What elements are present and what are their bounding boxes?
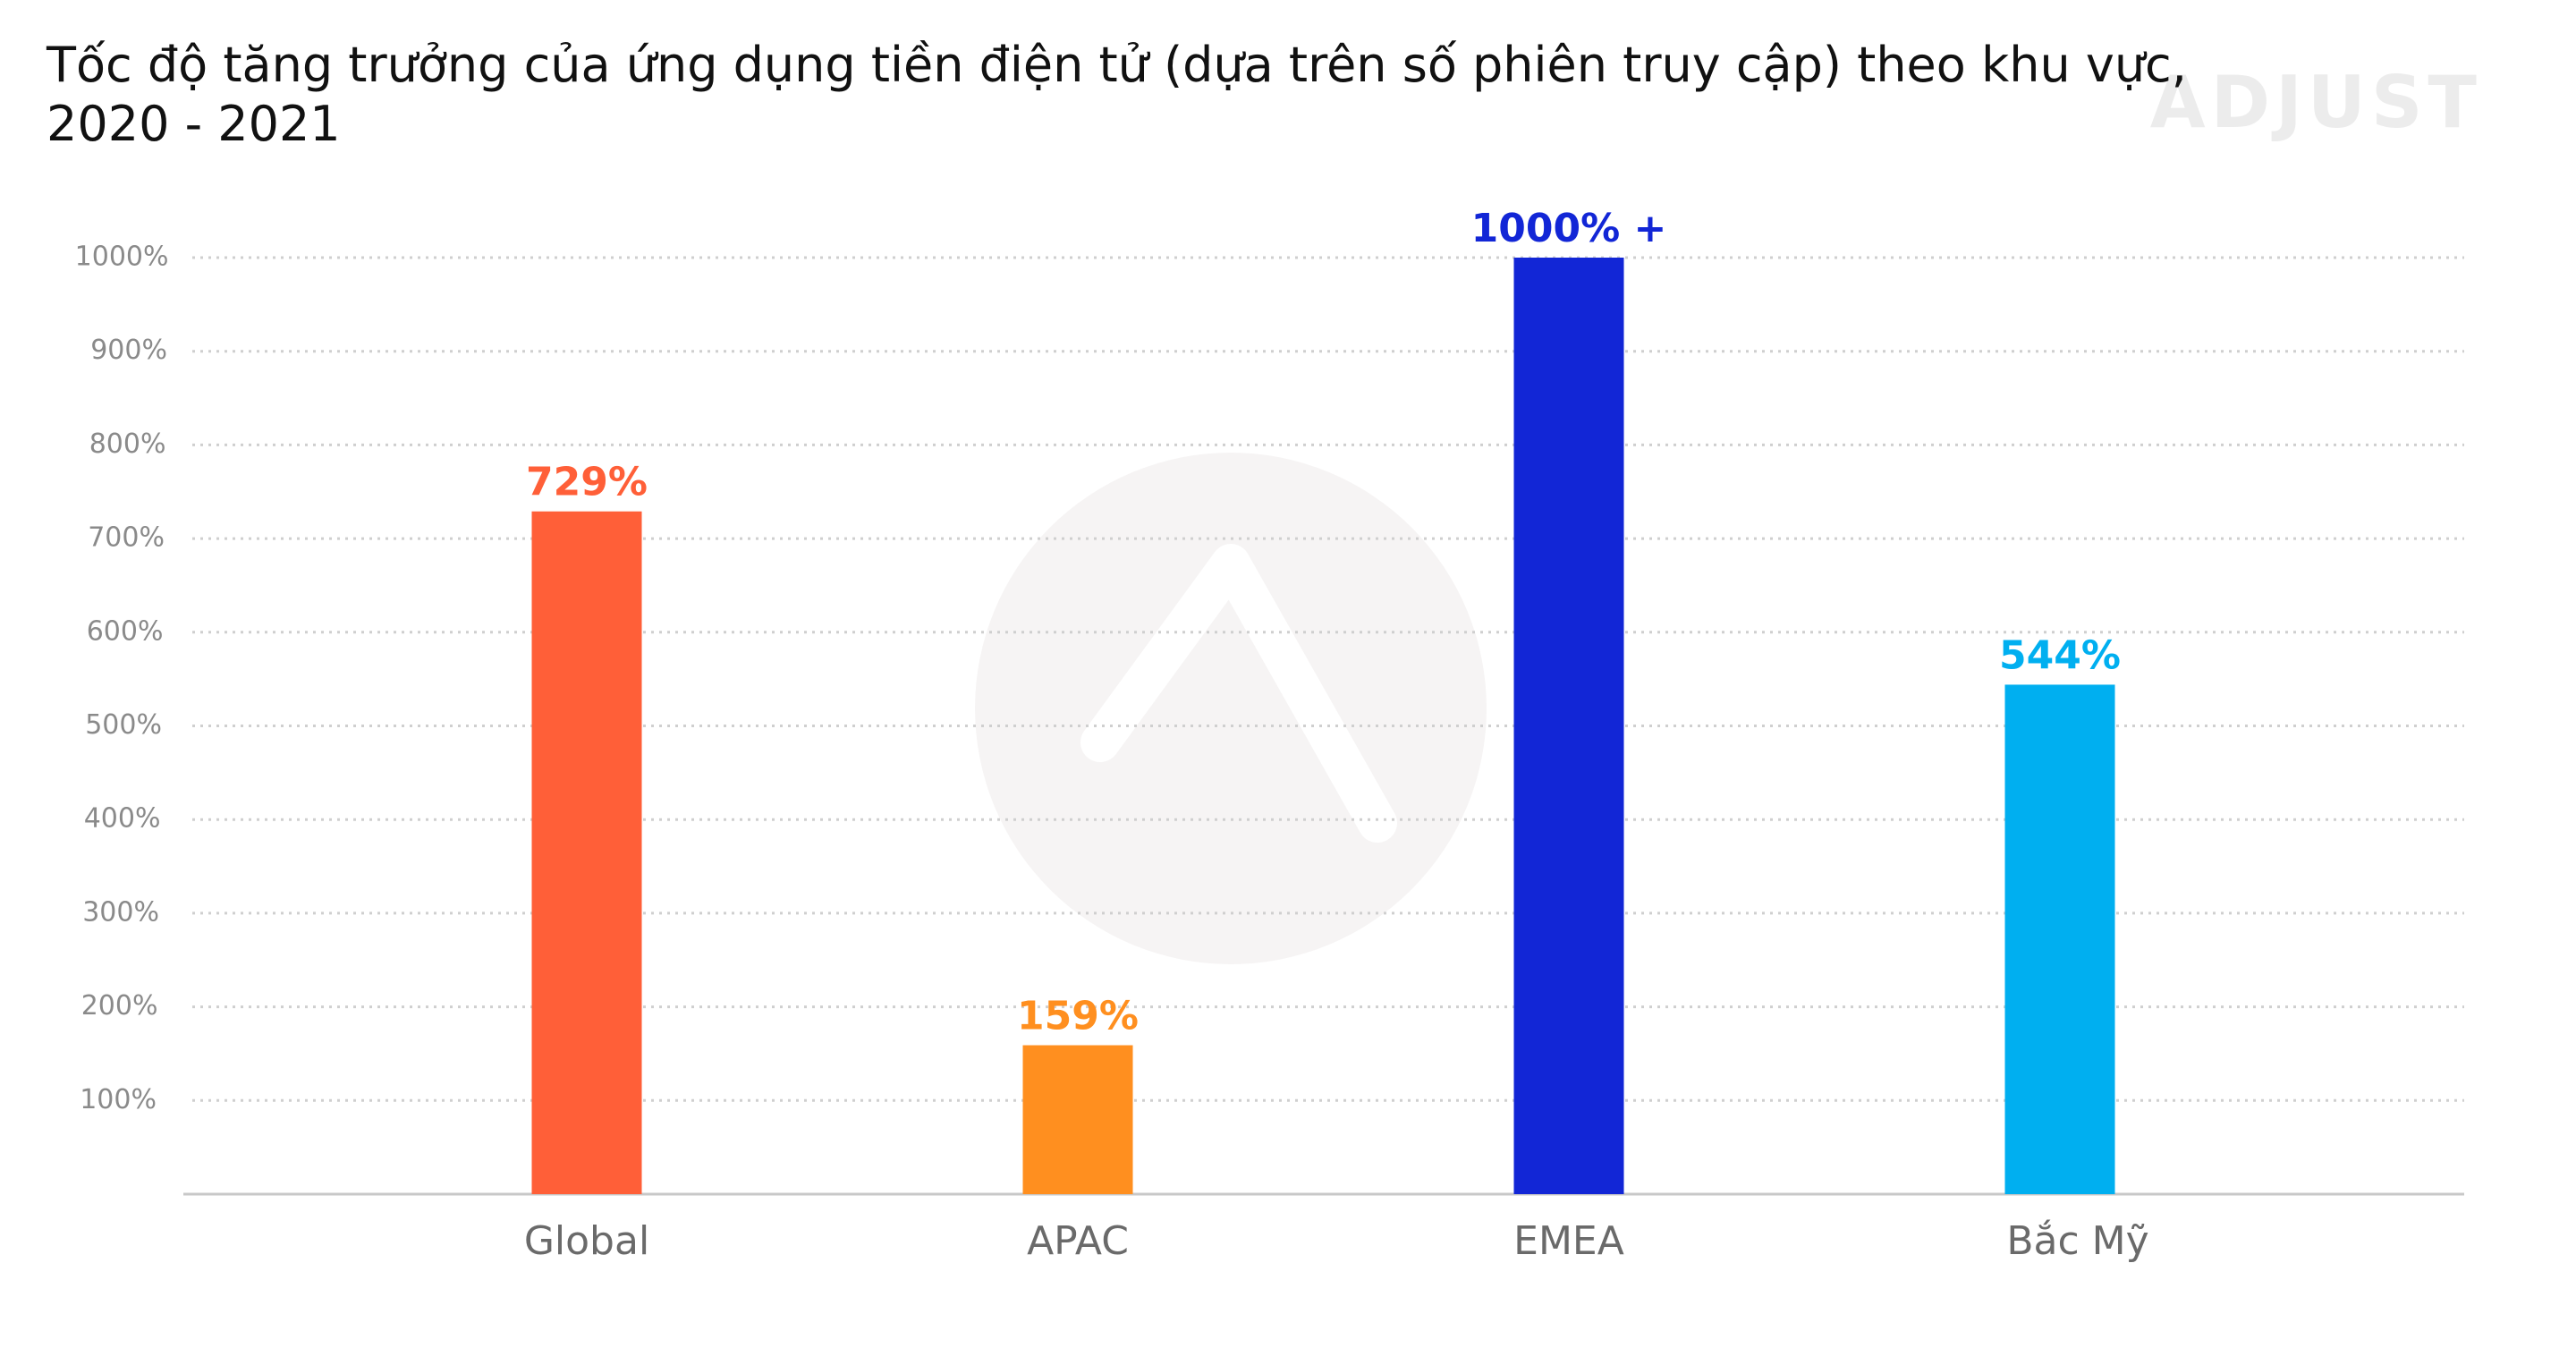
logo-mark (1080, 544, 1397, 843)
x-tick-label: Bắc Mỹ (2006, 1218, 2148, 1264)
chart-title: Tốc độ tăng trưởng của ứng dụng tiền điệ… (47, 37, 2187, 152)
y-tick-label: 600% (87, 615, 164, 647)
y-tick-label: 500% (85, 709, 162, 741)
value-label: 159% (1017, 994, 1139, 1039)
y-tick-label: 300% (82, 896, 159, 928)
brand-watermark: ADJUST (2150, 61, 2482, 144)
y-tick-label: 900% (90, 335, 167, 366)
y-tick-label: 1000% (75, 242, 169, 273)
y-tick-label: 400% (84, 803, 161, 835)
bar (531, 511, 642, 1194)
value-label: 729% (526, 460, 648, 505)
y-tick-label: 100% (80, 1084, 157, 1115)
bar (1022, 1045, 1133, 1194)
bar (2004, 684, 2115, 1194)
y-tick-label: 200% (81, 990, 158, 1022)
y-tick-label: 700% (88, 522, 165, 554)
x-tick-label: Global (524, 1218, 649, 1264)
value-label: 1000% + (1471, 206, 1667, 251)
x-tick-label: APAC (1027, 1218, 1129, 1264)
y-tick-label: 800% (89, 428, 166, 460)
bar (1513, 258, 1624, 1194)
x-tick-label: EMEA (1513, 1218, 1624, 1264)
value-label: 544% (1999, 632, 2121, 678)
logo-watermark (975, 453, 1487, 964)
